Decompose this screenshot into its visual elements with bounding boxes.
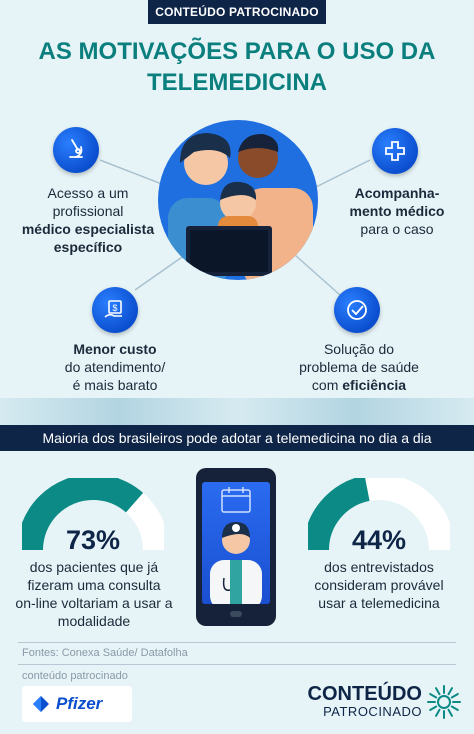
phone-home-button [230, 611, 242, 617]
cost-line-1: Menor custo [73, 341, 157, 357]
motivation-specialist: Acesso a um profissional médico especial… [8, 184, 168, 256]
brand-logo: CONTEÚDO PATROCINADO [307, 683, 422, 719]
phone-screen [202, 482, 270, 604]
stat-left-percent: 73% [65, 525, 121, 555]
svg-text:$: $ [112, 303, 117, 313]
footer-divider-2 [18, 664, 456, 665]
efficiency-line-3: com eficiência [311, 377, 407, 393]
phone [196, 468, 276, 626]
cost-line-3: é mais barato [72, 377, 158, 393]
sponsored-small: conteúdo patrocinado [22, 670, 128, 682]
brand-burst-icon [427, 685, 461, 719]
sources-text: Fontes: Conexa Saúde/ Datafolha [22, 647, 188, 659]
specialist-line-3: médico especialista [21, 221, 155, 237]
followup-line-3: para o caso [360, 221, 434, 237]
gauge-right-fill [308, 478, 450, 551]
specialist-line-1: Acesso a um [47, 185, 129, 201]
efficiency-line-1: Solução do [323, 341, 395, 357]
sponsored-tag: CONTEÚDO PATROCINADO [148, 0, 326, 24]
motivation-followup: Acompanha- mento médico para o caso [330, 184, 464, 238]
gauge-right [308, 478, 450, 551]
gauge-left [22, 478, 164, 551]
efficiency-line-2: problema de saúde [299, 359, 419, 375]
title-line-1: AS MOTIVAÇÕES PARA O USO DA [38, 38, 436, 65]
stat-right-text: dos entrevistados consideram provável us… [314, 559, 444, 611]
stat-right-percent: 44% [351, 525, 407, 555]
check-icon [334, 287, 380, 333]
followup-line-2: mento médico [349, 203, 445, 219]
banner-headline: Maioria dos brasileiros pode adotar a te… [0, 425, 474, 451]
family-laptop-illustration [158, 120, 318, 280]
specialist-line-4: específico [53, 239, 123, 255]
microscope-icon [53, 127, 99, 173]
medical-cross-icon [372, 128, 418, 174]
motivation-efficiency: Solução do problema de saúde com eficiên… [284, 340, 434, 394]
stat-left-text: dos pacientes que já fizeram uma consult… [15, 559, 173, 629]
money-hand-icon: $ [92, 287, 138, 333]
cost-line-2: do atendimento/ [64, 359, 166, 375]
title-line-2: TELEMEDICINA [147, 69, 327, 96]
footer-divider [18, 642, 456, 643]
specialist-line-2: profissional [52, 203, 124, 219]
motivation-cost: Menor custo do atendimento/ é mais barat… [40, 340, 190, 394]
pfizer-logo-icon [33, 696, 49, 712]
pfizer-logo: Pfizer [22, 686, 132, 722]
followup-line-1: Acompanha- [354, 185, 440, 201]
page-title: AS MOTIVAÇÕES PARA O USO DA TELEMEDICINA [20, 36, 454, 98]
gauge-left-fill [22, 478, 164, 551]
